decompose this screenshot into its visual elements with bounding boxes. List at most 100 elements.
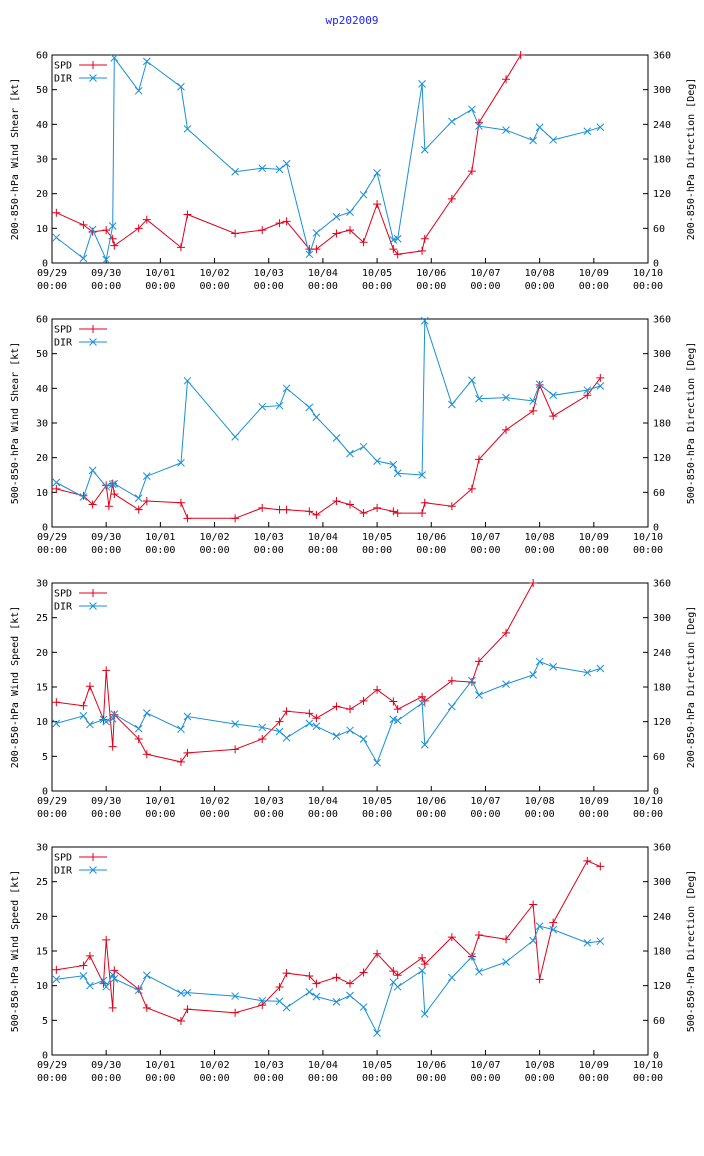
- x-tick-date: 10/03: [254, 1060, 284, 1071]
- data-point-dir: [468, 952, 476, 961]
- data-point-dir: [79, 971, 88, 980]
- y-tick-label: 20: [36, 453, 48, 464]
- data-point-spd: [176, 1017, 185, 1026]
- data-point-spd: [583, 391, 592, 400]
- data-point-dir: [52, 233, 61, 242]
- data-point-spd: [110, 241, 119, 250]
- y-tick-label: 0: [42, 259, 48, 270]
- x-tick-date: 10/08: [525, 532, 555, 543]
- y2-tick-label: 180: [653, 947, 671, 958]
- x-tick-time: 00:00: [416, 809, 446, 820]
- x-tick-date: 09/30: [91, 268, 121, 279]
- data-point-dir: [373, 758, 381, 767]
- x-tick-date: 09/29: [37, 796, 67, 807]
- data-point-dir: [275, 401, 284, 410]
- x-tick-date: 10/06: [416, 268, 446, 279]
- x-tick-time: 00:00: [145, 809, 175, 820]
- x-tick-time: 00:00: [145, 545, 175, 556]
- x-tick-time: 00:00: [416, 1073, 446, 1084]
- data-point-spd: [332, 229, 341, 238]
- data-point-spd: [134, 505, 143, 514]
- data-point-dir: [282, 384, 291, 393]
- data-point-spd: [373, 685, 382, 694]
- legend-marker-spd: [89, 853, 97, 861]
- data-point-dir: [448, 117, 456, 126]
- x-tick-date: 09/29: [37, 532, 67, 543]
- series-line-dir: [56, 925, 601, 1035]
- x-tick-time: 00:00: [37, 281, 67, 292]
- x-tick-time: 00:00: [254, 281, 284, 292]
- y2-tick-label: 300: [653, 85, 671, 96]
- data-point-dir: [305, 250, 314, 259]
- data-point-spd: [332, 497, 341, 505]
- y-tick-label: 20: [36, 189, 48, 200]
- data-point-spd: [393, 971, 402, 980]
- data-point-spd: [596, 862, 605, 871]
- legend-marker-dir: [89, 866, 97, 874]
- data-point-spd: [418, 692, 427, 701]
- legend-label-dir: DIR: [54, 338, 73, 349]
- data-point-dir: [596, 382, 605, 390]
- x-tick-date: 10/03: [254, 532, 284, 543]
- data-point-spd: [258, 503, 267, 512]
- data-point-spd: [79, 701, 88, 710]
- data-point-dir: [282, 159, 291, 168]
- y2-tick-label: 180: [653, 419, 671, 430]
- data-point-spd: [502, 935, 511, 944]
- data-point-spd: [275, 717, 284, 726]
- data-point-spd: [102, 226, 111, 235]
- data-point-spd: [275, 983, 284, 992]
- x-tick-date: 10/05: [362, 796, 392, 807]
- x-tick-date: 10/10: [633, 1060, 663, 1071]
- y2-tick-label: 60: [653, 488, 665, 499]
- data-point-spd: [258, 1001, 267, 1010]
- y2-tick-label: 60: [653, 1016, 665, 1027]
- data-point-dir: [549, 662, 558, 671]
- x-tick-time: 00:00: [362, 1073, 392, 1084]
- legend-marker-dir: [89, 74, 97, 82]
- y-tick-label: 0: [42, 1051, 48, 1062]
- y2-axis-label: 500-850-hPa Direction [Deg]: [686, 342, 697, 505]
- plot-frame: [51, 582, 649, 792]
- y-tick-label: 20: [36, 912, 48, 923]
- data-point-dir: [418, 471, 426, 479]
- data-point-dir: [596, 123, 605, 132]
- data-point-dir: [305, 403, 314, 412]
- x-tick-date: 10/07: [470, 268, 500, 279]
- data-point-spd: [516, 51, 525, 59]
- data-point-spd: [393, 705, 402, 714]
- y-tick-label: 60: [36, 315, 48, 326]
- legend-marker-spd: [89, 61, 97, 69]
- x-tick-date: 09/29: [37, 1060, 67, 1071]
- y-tick-label: 10: [36, 717, 48, 728]
- y2-tick-label: 360: [653, 51, 671, 62]
- data-point-dir: [420, 316, 429, 325]
- data-point-dir: [177, 82, 185, 91]
- x-tick-time: 00:00: [362, 281, 392, 292]
- data-point-dir: [448, 702, 456, 711]
- y2-tick-label: 360: [653, 843, 671, 854]
- data-point-dir: [359, 442, 368, 451]
- x-tick-date: 09/29: [37, 268, 67, 279]
- data-point-spd: [373, 200, 382, 209]
- data-point-spd: [332, 973, 341, 982]
- x-tick-time: 00:00: [199, 281, 229, 292]
- x-tick-date: 10/10: [633, 796, 663, 807]
- data-point-spd: [258, 735, 267, 743]
- data-point-dir: [108, 714, 117, 723]
- data-point-dir: [418, 699, 426, 708]
- data-point-spd: [312, 245, 321, 254]
- data-point-dir: [373, 169, 381, 177]
- y2-tick-label: 180: [653, 155, 671, 166]
- data-point-spd: [447, 502, 456, 511]
- data-point-spd: [305, 245, 314, 254]
- data-point-spd: [467, 484, 476, 493]
- x-tick-date: 10/05: [362, 1060, 392, 1071]
- x-tick-date: 10/10: [633, 268, 663, 279]
- data-point-spd: [312, 714, 321, 723]
- x-tick-time: 00:00: [470, 1073, 500, 1084]
- legend-label-dir: DIR: [54, 74, 73, 85]
- data-point-spd: [447, 194, 456, 203]
- y2-tick-label: 120: [653, 453, 671, 464]
- data-point-spd: [305, 507, 314, 516]
